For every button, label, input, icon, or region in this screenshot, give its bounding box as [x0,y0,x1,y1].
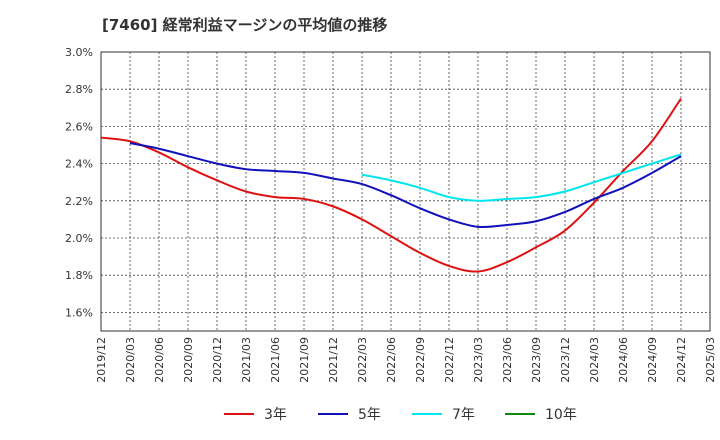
x-tick-label: 2023/12 [559,337,572,383]
y-tick-label: 2.2% [65,195,93,208]
chart-title: [7460] 経常利益マージンの平均値の推移 [102,16,388,34]
y-tick-label: 1.8% [65,269,93,282]
x-tick-label: 2022/12 [443,337,456,383]
series-line-1 [100,97,682,273]
series-line-2 [129,142,682,229]
x-tick-label: 2024/03 [588,337,601,383]
axis-layer: 2019/12 2020/03 2020/06 2020/09 2020/12 2021/… [65,46,717,383]
plot-background [101,52,710,331]
x-tick-label: 2021/09 [298,337,311,383]
x-tick-label: 2021/06 [269,337,282,383]
x-tick-label: 2019/12 [95,337,108,383]
legend: 3年 5年 7年 10年 [224,407,577,423]
series-layer [100,97,682,273]
legend-label-3: 7年 [452,407,475,423]
y-tick-label: 2.8% [65,83,93,96]
x-tick-label: 2023/06 [501,337,514,383]
y-tick-label: 2.4% [65,158,93,171]
x-tick-label: 2020/09 [182,337,195,383]
plot-area [101,52,710,331]
grid-layer [100,51,711,331]
legend-label-4: 10年 [545,407,577,423]
x-tick-label: 2021/03 [240,337,253,383]
x-tick-label: 2023/09 [530,337,543,383]
x-tick-label: 2020/12 [211,337,224,383]
y-tick-label: 2.0% [65,232,93,245]
x-tick-label: 2022/09 [414,337,427,383]
x-tick-label: 2022/06 [385,337,398,383]
y-tick-label: 3.0% [65,46,93,59]
legend-label-2: 5年 [358,407,381,423]
legend-label-1: 3年 [264,407,287,423]
x-tick-label: 2024/12 [675,337,688,383]
x-tick-label: 2020/03 [124,337,137,383]
x-tick-label: 2023/03 [472,337,485,383]
x-tick-label: 2022/03 [356,337,369,383]
x-tick-label: 2025/03 [704,337,717,383]
x-tick-label: 2021/12 [327,337,340,383]
plot-border [100,51,711,332]
x-tick-label: 2020/06 [153,337,166,383]
y-tick-label: 2.6% [65,120,93,133]
x-tick-label: 2024/09 [646,337,659,383]
y-tick-label: 1.6% [65,306,93,319]
series-line-3 [361,153,682,202]
x-tick-label: 2024/06 [617,337,630,383]
